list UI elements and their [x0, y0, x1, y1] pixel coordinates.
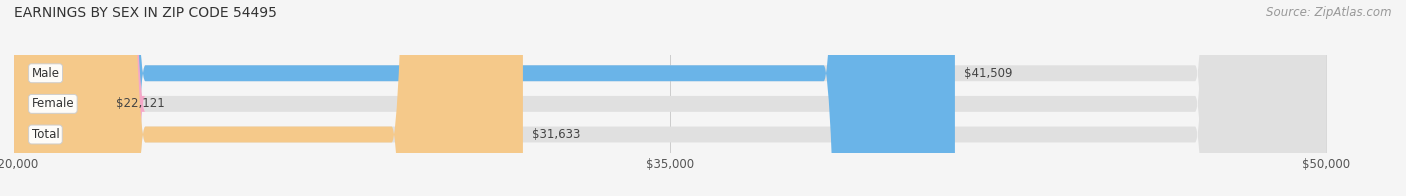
FancyBboxPatch shape: [14, 0, 523, 196]
FancyBboxPatch shape: [14, 0, 955, 196]
FancyBboxPatch shape: [14, 0, 1326, 196]
Text: $41,509: $41,509: [963, 67, 1012, 80]
FancyBboxPatch shape: [14, 0, 1326, 196]
Text: Male: Male: [31, 67, 59, 80]
FancyBboxPatch shape: [0, 0, 145, 196]
Text: EARNINGS BY SEX IN ZIP CODE 54495: EARNINGS BY SEX IN ZIP CODE 54495: [14, 6, 277, 20]
Text: Female: Female: [31, 97, 75, 110]
Text: Total: Total: [31, 128, 59, 141]
Text: $22,121: $22,121: [115, 97, 165, 110]
Text: $31,633: $31,633: [531, 128, 581, 141]
FancyBboxPatch shape: [14, 0, 1326, 196]
Text: Source: ZipAtlas.com: Source: ZipAtlas.com: [1267, 6, 1392, 19]
